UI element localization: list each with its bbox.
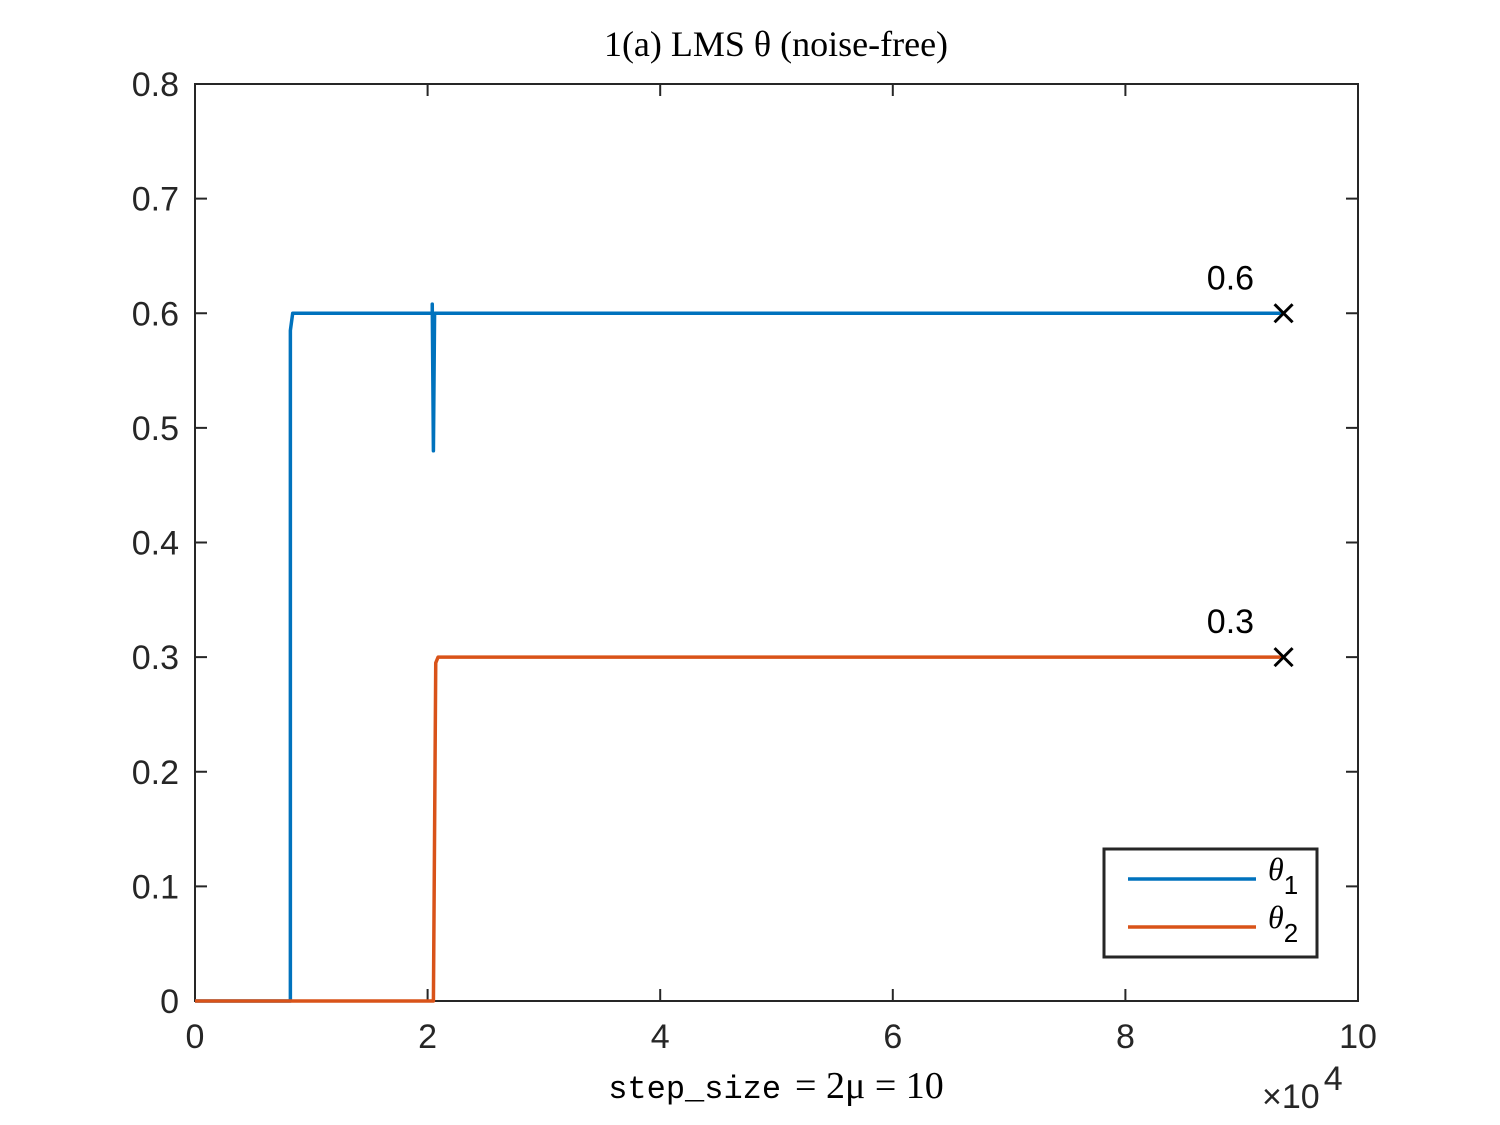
series-line-theta1 (195, 302, 1284, 1003)
annotation-layer: 0.6 0.3 (1207, 259, 1254, 641)
x-axis-label-mono: step_size (608, 1071, 781, 1108)
y-tick-label: 0 (160, 983, 179, 1021)
x-exponent-base: ×10 (1262, 1078, 1320, 1116)
legend-label-theta2: θ2 (1268, 899, 1298, 948)
legend-box (1102, 847, 1319, 959)
y-tick-label: 0.3 (132, 639, 179, 677)
x-marker (1273, 647, 1294, 668)
y-tick-label: 0.5 (132, 410, 179, 448)
y-tick-label: 0.1 (132, 868, 179, 906)
y-tick-label: 0.2 (132, 754, 179, 792)
legend-theta2-subscript: 2 (1284, 918, 1298, 948)
x-axis-exponent: ×10 4 (1262, 1060, 1343, 1116)
x-tick-labels: 0 2 4 6 8 10 (186, 1018, 1377, 1056)
chart-title: 1(a) LMS θ (noise-free) (604, 24, 948, 64)
axis-ticks (194, 83, 1359, 1002)
y-tick-label: 0.8 (132, 66, 179, 104)
x-axis-label: step_size = 2μ = 10 (608, 1065, 944, 1108)
y-tick-label: 0.7 (132, 181, 179, 219)
x-exponent-power: 4 (1324, 1060, 1343, 1098)
y-tick-label: 0.4 (132, 525, 179, 563)
legend-label-theta1: θ1 (1268, 851, 1298, 900)
legend-theta2-symbol: θ (1268, 899, 1284, 935)
x-tick-label: 2 (418, 1018, 437, 1056)
x-tick-label: 6 (883, 1018, 902, 1056)
x-marker (1273, 303, 1294, 324)
x-tick-label: 10 (1339, 1018, 1377, 1056)
marker-layer (1273, 303, 1294, 668)
series-layer (195, 302, 1284, 1003)
x-tick-label: 8 (1116, 1018, 1135, 1056)
y-tick-labels: 0 0.1 0.2 0.3 0.4 0.5 0.6 0.7 0.8 (132, 66, 179, 1021)
x-tick-label: 4 (651, 1018, 670, 1056)
legend-theta1-symbol: θ (1268, 851, 1284, 887)
legend: θ1 θ2 (1102, 847, 1319, 959)
legend-theta1-subscript: 1 (1284, 870, 1298, 900)
y-tick-label: 0.6 (132, 295, 179, 333)
value-annotation: 0.6 (1207, 259, 1254, 297)
x-tick-label: 0 (186, 1018, 205, 1056)
x-axis-label-math: = 2μ = 10 (795, 1065, 944, 1107)
series-line-theta2 (195, 655, 1284, 1003)
value-annotation: 0.3 (1207, 603, 1254, 641)
